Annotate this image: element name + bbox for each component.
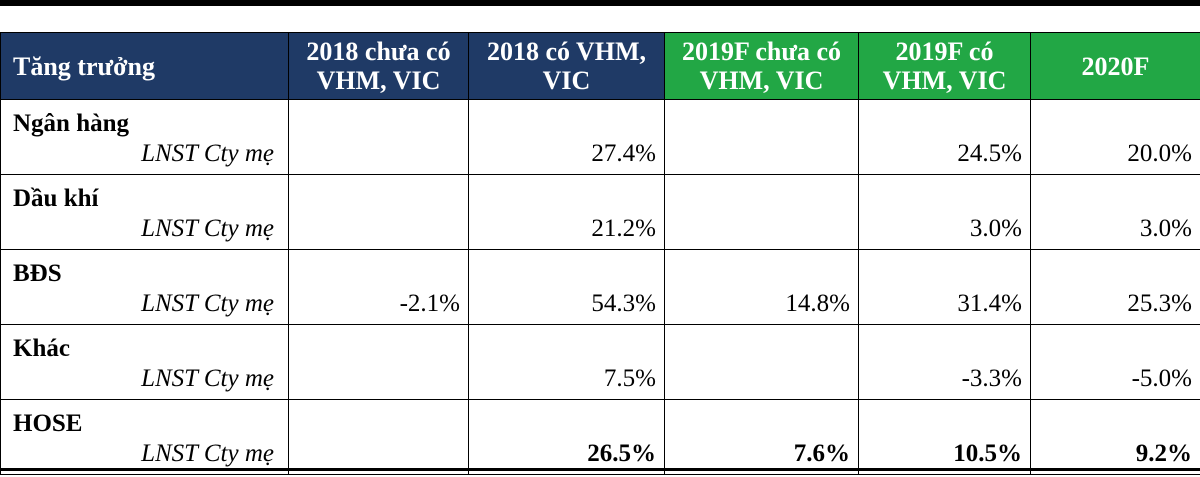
value-cell [288, 399, 469, 475]
table-row: Dầu khí LNST Cty mẹ 21.2% 3.0% 3.0% [0, 174, 1200, 250]
metric-label: LNST Cty mẹ [141, 140, 274, 167]
row-label-cell: BĐS LNST Cty mẹ [0, 249, 289, 325]
sector-label: Khác [13, 335, 70, 362]
value-cell: 31.4% [858, 249, 1031, 325]
value: 21.2% [591, 215, 656, 242]
value-cell: 24.5% [858, 99, 1031, 175]
sector-label: HOSE [13, 410, 83, 437]
value-cell: 26.5% [468, 399, 665, 475]
value-cell: 25.3% [1030, 249, 1200, 325]
row-label-cell: HOSE LNST Cty mẹ [0, 399, 289, 475]
value: 3.0% [1139, 215, 1192, 242]
value-cell: 27.4% [468, 99, 665, 175]
sector-label: Dầu khí [13, 185, 99, 212]
value-cell: 21.2% [468, 174, 665, 250]
value-cell [664, 174, 859, 250]
value: -5.0% [1131, 365, 1192, 392]
value-cell: -5.0% [1030, 324, 1200, 400]
row-label-cell: Ngân hàng LNST Cty mẹ [0, 99, 289, 175]
header-row: Tăng trưởng 2018 chưa có VHM, VIC 2018 c… [0, 32, 1200, 100]
value: 7.6% [793, 440, 850, 467]
value: 20.0% [1127, 140, 1192, 167]
value-cell: -3.3% [858, 324, 1031, 400]
row-label-cell: Khác LNST Cty mẹ [0, 324, 289, 400]
value: 10.5% [953, 440, 1022, 467]
value-cell: 14.8% [664, 249, 859, 325]
metric-label: LNST Cty mẹ [141, 365, 274, 392]
table-row: Ngân hàng LNST Cty mẹ 27.4% 24.5% 20.0% [0, 99, 1200, 175]
value: 26.5% [587, 440, 656, 467]
sector-label: BĐS [13, 260, 62, 287]
table-row: BĐS LNST Cty mẹ -2.1% 54.3% 14.8% 31.4% … [0, 249, 1200, 325]
value-cell: 9.2% [1030, 399, 1200, 475]
metric-label: LNST Cty mẹ [141, 215, 274, 242]
sector-label: Ngân hàng [13, 110, 130, 137]
value: 7.5% [603, 365, 656, 392]
header-2020f: 2020F [1030, 32, 1200, 100]
value-cell: 3.0% [858, 174, 1031, 250]
value: -3.3% [961, 365, 1022, 392]
value-cell [288, 99, 469, 175]
growth-table: Tăng trưởng 2018 chưa có VHM, VIC 2018 c… [0, 32, 1200, 475]
value-cell [664, 324, 859, 400]
value-cell [288, 324, 469, 400]
value-cell: -2.1% [288, 249, 469, 325]
value: 54.3% [591, 290, 656, 317]
value: 25.3% [1127, 290, 1192, 317]
table-row: Khác LNST Cty mẹ 7.5% -3.3% -5.0% [0, 324, 1200, 400]
top-rule [0, 0, 1200, 6]
value: 14.8% [785, 290, 850, 317]
value-cell [288, 174, 469, 250]
metric-label: LNST Cty mẹ [141, 290, 274, 317]
value: 3.0% [969, 215, 1022, 242]
value-cell: 7.6% [664, 399, 859, 475]
bottom-rule [0, 468, 1200, 471]
value-cell: 54.3% [468, 249, 665, 325]
value-cell: 20.0% [1030, 99, 1200, 175]
metric-label: LNST Cty mẹ [141, 440, 274, 467]
header-growth: Tăng trưởng [0, 32, 289, 100]
value: 9.2% [1135, 440, 1192, 467]
header-2019f-without-vhm-vic: 2019F chưa có VHM, VIC [664, 32, 859, 100]
value-cell: 7.5% [468, 324, 665, 400]
value: 24.5% [957, 140, 1022, 167]
header-2018-without-vhm-vic: 2018 chưa có VHM, VIC [288, 32, 469, 100]
header-2019f-with-vhm-vic: 2019F có VHM, VIC [858, 32, 1031, 100]
value: 27.4% [591, 140, 656, 167]
value: -2.1% [399, 290, 460, 317]
row-label-cell: Dầu khí LNST Cty mẹ [0, 174, 289, 250]
value-cell: 3.0% [1030, 174, 1200, 250]
value: 31.4% [957, 290, 1022, 317]
table-row: HOSE LNST Cty mẹ 26.5% 7.6% 10.5% 9.2% [0, 399, 1200, 475]
header-2018-with-vhm-vic: 2018 có VHM, VIC [468, 32, 665, 100]
value-cell [664, 99, 859, 175]
value-cell: 10.5% [858, 399, 1031, 475]
